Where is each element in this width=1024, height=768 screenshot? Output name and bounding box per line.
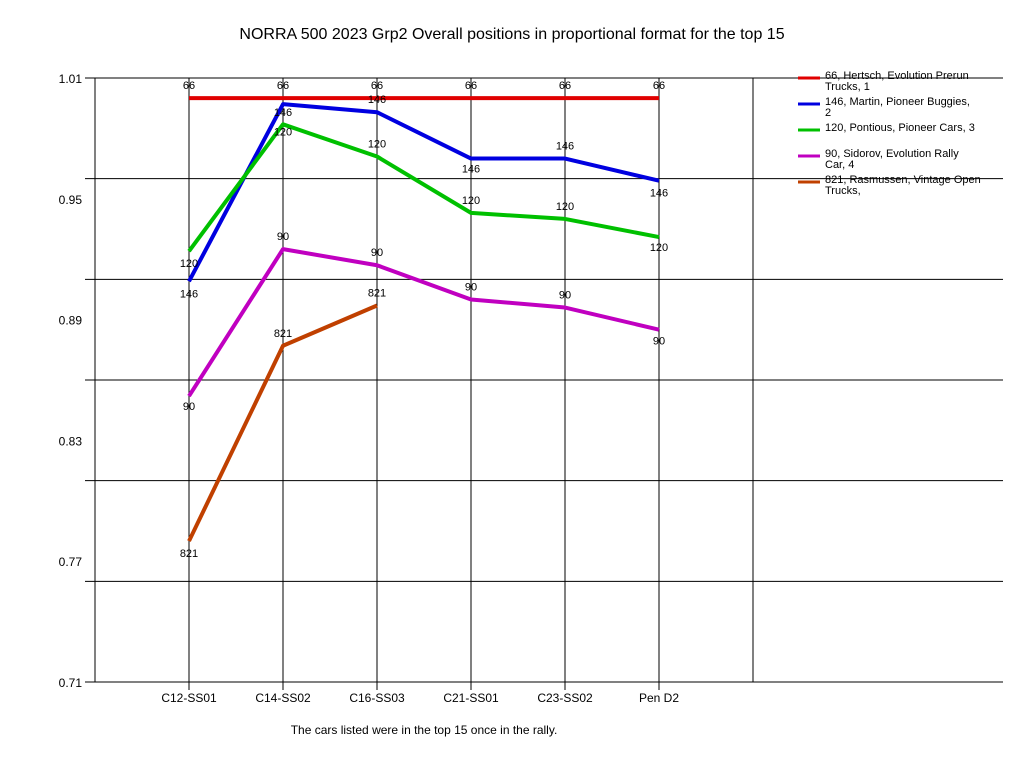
legend-entry: 146, Martin, Pioneer Buggies, 2 bbox=[825, 96, 970, 119]
gridlines bbox=[85, 77, 1003, 690]
chart-title: NORRA 500 2023 Grp2 Overall positions in… bbox=[239, 26, 784, 43]
data-point-label: 66 bbox=[653, 80, 665, 92]
data-point-label: 146 bbox=[556, 141, 574, 153]
x-tick-label: Pen D2 bbox=[639, 691, 679, 705]
data-point-label: 120 bbox=[274, 126, 292, 138]
data-point-label: 120 bbox=[180, 258, 198, 270]
data-point-label: 146 bbox=[274, 107, 292, 119]
y-tick-label: 0.89 bbox=[59, 314, 83, 328]
series-line bbox=[187, 102, 660, 283]
data-point-label: 120 bbox=[368, 139, 386, 151]
y-tick-label: 1.01 bbox=[59, 72, 83, 86]
legend-entry: 66, Hertsch, Evolution Prerun Trucks, 1 bbox=[825, 70, 969, 93]
x-tick-label: C21-SS01 bbox=[443, 691, 499, 705]
y-axis-ticks: 1.01 0.95 0.89 0.83 0.77 0.71 bbox=[59, 72, 83, 690]
data-point-label: 90 bbox=[371, 247, 383, 259]
data-point-label: 146 bbox=[650, 188, 668, 200]
x-tick-label: C16-SS03 bbox=[349, 691, 405, 705]
data-point-label: 821 bbox=[180, 548, 198, 560]
data-point-label: 66 bbox=[183, 80, 195, 92]
legend-entry: 90, Sidorov, Evolution Rally Car, 4 bbox=[825, 148, 959, 171]
legend-entry: 120, Pontious, Pioneer Cars, 3 bbox=[825, 122, 975, 134]
data-point-label: 821 bbox=[368, 288, 386, 300]
y-tick-label: 0.83 bbox=[59, 434, 83, 448]
data-point-label: 120 bbox=[650, 242, 668, 254]
x-tick-label: C23-SS02 bbox=[537, 691, 593, 705]
y-tick-label: 0.77 bbox=[59, 555, 83, 569]
series-line bbox=[187, 303, 378, 542]
data-point-label: 66 bbox=[465, 80, 477, 92]
data-point-label: 146 bbox=[180, 288, 198, 300]
point-labels: 66 66 66 66 66 66 146 146 146 146 146 146 120 120 120 1… bbox=[180, 80, 668, 560]
series-line bbox=[187, 247, 660, 398]
data-point-label: 90 bbox=[277, 231, 289, 243]
legend: 66, Hertsch, Evolution Prerun Trucks, 1 14… bbox=[798, 70, 981, 197]
data-point-label: 90 bbox=[653, 336, 665, 348]
data-point-label: 66 bbox=[371, 80, 383, 92]
data-point-label: 90 bbox=[559, 290, 571, 302]
y-tick-label: 0.71 bbox=[59, 676, 83, 690]
data-point-label: 120 bbox=[556, 201, 574, 213]
data-point-label: 66 bbox=[277, 80, 289, 92]
x-tick-label: C14-SS02 bbox=[255, 691, 311, 705]
chart-footnote: The cars listed were in the top 15 once … bbox=[291, 723, 558, 737]
series-line bbox=[187, 122, 660, 253]
x-axis-ticks: C12-SS01 C14-SS02 C16-SS03 C21-SS01 C23-SS02… bbox=[161, 691, 679, 705]
data-point-label: 146 bbox=[462, 164, 480, 176]
series-lines bbox=[187, 96, 660, 542]
data-point-label: 90 bbox=[183, 401, 195, 413]
data-point-label: 146 bbox=[368, 94, 386, 106]
data-point-label: 66 bbox=[559, 80, 571, 92]
data-point-label: 90 bbox=[465, 281, 477, 293]
data-point-label: 120 bbox=[462, 195, 480, 207]
x-tick-label: C12-SS01 bbox=[161, 691, 217, 705]
y-tick-label: 0.95 bbox=[59, 193, 83, 207]
legend-entry: 821, Rasmussen, Vintage Open Trucks, bbox=[825, 174, 981, 197]
data-point-label: 821 bbox=[274, 328, 292, 340]
